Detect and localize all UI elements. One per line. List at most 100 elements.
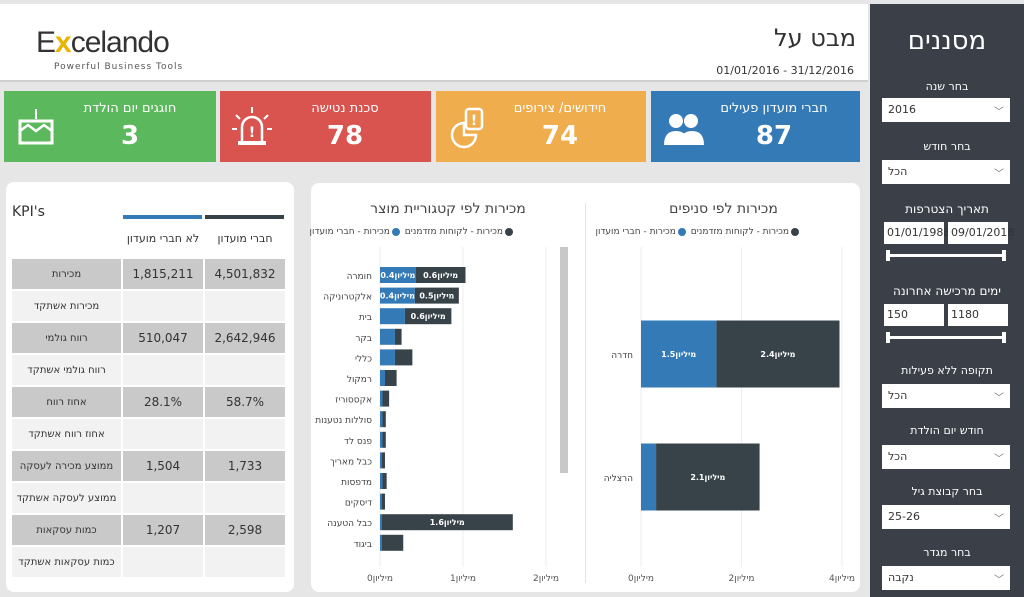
row-label: מכירות אשתקד: [12, 291, 121, 321]
slider-handle[interactable]: [1002, 250, 1006, 261]
bar-segment[interactable]: [382, 390, 390, 407]
legend-label: מכירות - לקוחות מזדמנים: [690, 227, 789, 237]
members-value: 2,598: [205, 515, 285, 545]
nonmembers-value: 1,504: [123, 451, 203, 481]
row-label: ממוצע מכירה לעסקה: [12, 451, 121, 481]
legend-dot: [791, 227, 799, 236]
bar-segment[interactable]: [380, 308, 405, 325]
table-row: מכירות אשתקד: [12, 291, 287, 321]
nonmembers-value: [123, 483, 203, 513]
members-value: [205, 483, 285, 513]
category-label: דיסקים: [345, 499, 372, 509]
slider-handle[interactable]: [886, 250, 890, 261]
table-row: ממוצע מכירה לעסקה 1,504 1,733: [12, 451, 287, 481]
year-select[interactable]: ﹀ 2016: [882, 98, 1010, 122]
data-label: 0.6מיליון: [423, 271, 458, 280]
legend-dot: [677, 227, 686, 236]
select-value: 25-26: [888, 510, 920, 523]
bar-segment[interactable]: [641, 320, 717, 388]
inactive-period-select[interactable]: ﹀ הכל: [882, 384, 1010, 408]
bar-segment[interactable]: [380, 390, 383, 407]
bar-segment[interactable]: [394, 349, 413, 366]
members-value: [205, 291, 285, 321]
bar-segment[interactable]: [380, 328, 395, 345]
table-row: כמות עסקאות 1,207 2,598: [12, 515, 287, 545]
row-label: רווח גולמי: [12, 323, 121, 353]
bar-segment[interactable]: [380, 370, 385, 386]
select-value: הכל: [888, 389, 908, 402]
nonmembers-value: 28.1%: [123, 387, 203, 417]
card-renewals[interactable]: ! חידושים/ צירופים 74: [436, 91, 646, 162]
members-value: 58.7%: [205, 387, 285, 417]
bar-segment[interactable]: [380, 287, 415, 304]
chart-title: מכירות לפי קטגוריית מוצר: [370, 201, 526, 217]
bar-segment[interactable]: [382, 431, 386, 448]
scrollbar[interactable]: [560, 247, 568, 473]
bar-segment[interactable]: [641, 443, 657, 511]
data-label: 0.5מיליון: [419, 292, 454, 301]
card-value: 3: [120, 121, 140, 151]
gender-select[interactable]: ﹀ נקבה: [882, 566, 1010, 590]
slider-handle[interactable]: [1002, 332, 1006, 343]
filter-label: חודש יום הולדת: [910, 424, 984, 437]
card-churn-risk[interactable]: ! סכנת נטישה 78: [220, 91, 431, 162]
members-value: [205, 547, 285, 577]
pie-alert-icon: !: [450, 107, 484, 149]
join-date-slider[interactable]: [886, 250, 1006, 261]
days-from-input[interactable]: 150: [884, 304, 944, 326]
table-row: כמות עסקאות אשתקד: [12, 547, 287, 577]
card-value: 74: [541, 121, 579, 151]
bar-segment[interactable]: [716, 320, 840, 388]
legend-label: מכירות - חברי מועדון: [309, 227, 390, 237]
legend-label: מכירות - חברי מועדון: [595, 227, 676, 237]
bar-segment[interactable]: [381, 514, 513, 531]
bar-segment[interactable]: [380, 514, 382, 531]
join-date-from-input[interactable]: 01/01/1988: [884, 222, 950, 244]
select-value: הכל: [888, 450, 908, 463]
join-date-to-input[interactable]: 09/01/2018: [948, 222, 1014, 244]
month-select[interactable]: ﹀ הכל: [882, 160, 1010, 184]
bar-segment[interactable]: [415, 267, 466, 283]
card-value: 87: [755, 121, 793, 151]
filter-label: בחר חודש: [923, 140, 971, 153]
bar-segment[interactable]: [382, 473, 387, 489]
row-label: אחוז רווח: [12, 387, 121, 417]
age-group-select[interactable]: ﹀ 25-26: [882, 505, 1010, 529]
bar-segment[interactable]: [394, 328, 402, 345]
bar-segment[interactable]: [380, 349, 395, 366]
bar-segment[interactable]: [404, 308, 452, 325]
product-category-chart: 0מיליון 1מיליון 2מיליון חומרה 0.4מיליון 0.6מי…: [315, 247, 855, 584]
data-label: 0.4מיליון: [380, 271, 415, 280]
bar-segment[interactable]: [656, 443, 760, 511]
bar-segment[interactable]: [380, 452, 382, 469]
days-slider[interactable]: [886, 332, 1006, 343]
card-birthdays[interactable]: חוגגים יום הולדת 3: [4, 91, 216, 162]
category-label: כבל הטענה: [327, 519, 372, 529]
bar-segment[interactable]: [384, 370, 397, 386]
bar-segment[interactable]: [380, 493, 382, 510]
x-tick-label: 1מיליון: [450, 574, 476, 584]
birth-month-select[interactable]: ﹀ הכל: [882, 445, 1010, 469]
bar-segment[interactable]: [382, 411, 386, 428]
kpi-title: KPI's: [12, 204, 45, 220]
card-active-members[interactable]: חברי מועדון פעילים 87: [651, 91, 860, 162]
bar-segment[interactable]: [380, 534, 382, 551]
bar-segment[interactable]: [414, 287, 459, 304]
nonmembers-color-bar: [123, 215, 202, 219]
nonmembers-value: 1,815,211: [123, 259, 203, 289]
bar-segment[interactable]: [380, 473, 383, 489]
bar-segment[interactable]: [381, 452, 385, 469]
slider-handle[interactable]: [886, 332, 890, 343]
bar-segment[interactable]: [380, 267, 416, 283]
bar-segment[interactable]: [380, 411, 383, 428]
bar-segment[interactable]: [380, 431, 383, 448]
days-to-input[interactable]: 1180: [948, 304, 1008, 326]
members-value: 2,642,946: [205, 323, 285, 353]
category-label: מדפסות: [341, 478, 372, 488]
bar-segment[interactable]: [381, 534, 404, 551]
members-value: 4,501,832: [205, 259, 285, 289]
filters-sidebar: מסננים בחר שנה ﹀ 2016 בחר חודש ﹀ הכל תאריך…: [870, 4, 1024, 597]
category-label: פנס לד: [344, 437, 372, 447]
data-label: 2.1מיליון: [690, 473, 725, 482]
bar-segment[interactable]: [381, 493, 385, 510]
